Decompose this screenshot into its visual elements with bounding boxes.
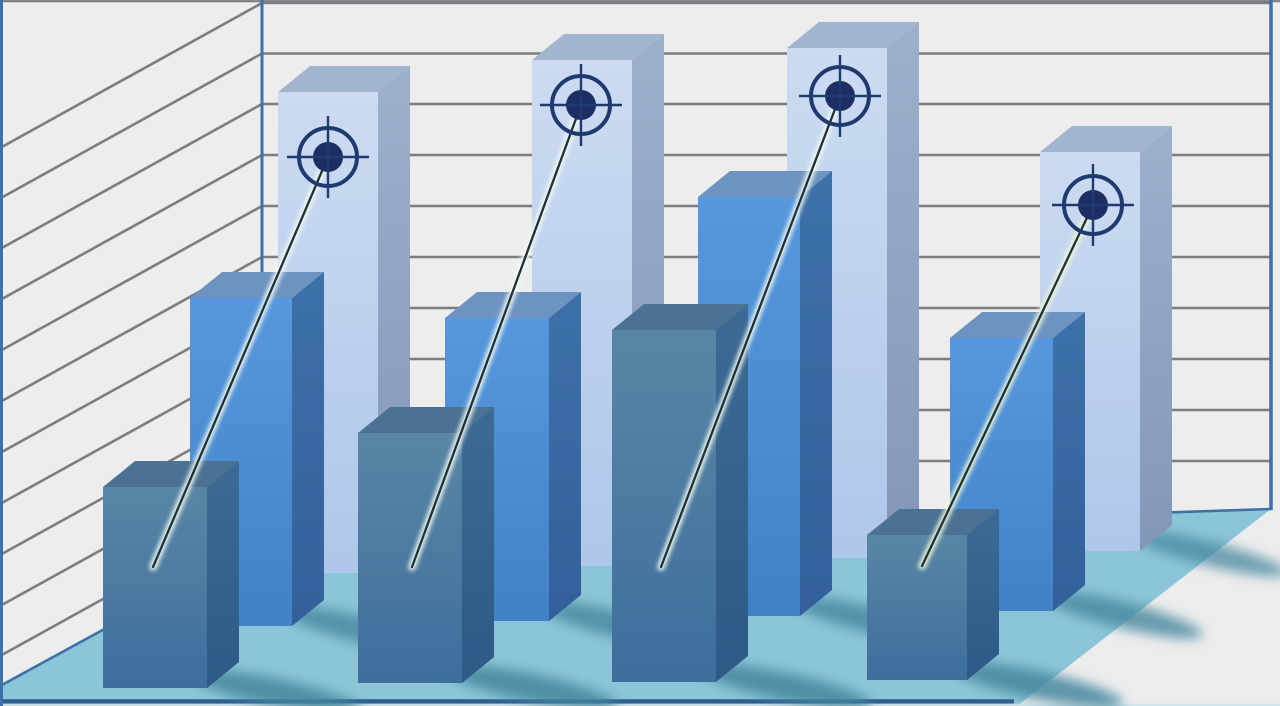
target-icon-3: [799, 55, 881, 137]
left-wall-diagonal-line-3: [0, 102, 263, 251]
shadow-front-bar-4: [950, 662, 1124, 706]
middle-bar-2-side-face: [549, 292, 581, 621]
shadow-front-bar-1: [190, 670, 364, 706]
connector-line-4: [920, 203, 1095, 568]
front-bar-3-front-face: [612, 330, 716, 682]
back-bar-1-top-face: [278, 66, 410, 92]
shadow-front-bar-2: [445, 665, 619, 706]
middle-bar-1-side-face: [292, 272, 324, 626]
left-wall-diagonal-line-4: [0, 153, 263, 302]
middle-bar-2-top-face: [445, 292, 581, 318]
front-bar-4: [867, 509, 999, 680]
shadow-middle-bar-4: [1043, 591, 1203, 639]
shadow-front-bar-3: [699, 664, 873, 706]
front-bar-1-side-face: [207, 461, 239, 688]
middle-bar-4-top-face: [950, 312, 1085, 338]
back-bar-4-side-face: [1140, 126, 1172, 551]
front-bar-3: [612, 304, 748, 682]
target-icon-4: [1052, 164, 1134, 246]
middle-bar-1-top-face: [190, 272, 324, 298]
connector-line-1: [151, 155, 330, 569]
back-bar-2-top-face: [532, 34, 664, 60]
shadow-back-bar-4: [1132, 531, 1280, 577]
middle-bar-3-top-face: [698, 171, 832, 197]
front-bar-2: [358, 407, 494, 683]
front-bar-3-top-face: [612, 304, 748, 330]
back-bar-3-side-face: [887, 22, 919, 558]
target-icon-1: [287, 116, 369, 198]
front-bar-1-top-face: [103, 461, 239, 487]
middle-bar-4-side-face: [1053, 312, 1085, 611]
connector-line-2: [410, 103, 583, 569]
left-wall-diagonal-line-1: [0, 1, 263, 150]
front-bar-4-front-face: [867, 535, 967, 680]
bottom-edge-strip: [0, 703, 1280, 706]
front-bar-2-side-face: [462, 407, 494, 683]
target-markers: [287, 55, 1134, 246]
middle-bar-3-side-face: [800, 171, 832, 616]
target-icon-2: [540, 64, 622, 146]
left-wall-diagonal-line-5: [0, 204, 263, 353]
front-bar-4-top-face: [867, 509, 999, 535]
back-bar-3-top-face: [787, 22, 919, 48]
connector-line-3: [659, 94, 842, 569]
middle-bar-4: [950, 312, 1085, 611]
front-bar-4-side-face: [967, 509, 999, 680]
front-bar-1-front-face: [103, 487, 207, 688]
left-wall-diagonal-line-2: [0, 52, 263, 200]
front-bar-1: [103, 461, 239, 688]
connector-lines: [149, 92, 1097, 571]
front-row-bars: [103, 304, 999, 688]
back-bar-4-top-face: [1040, 126, 1172, 152]
